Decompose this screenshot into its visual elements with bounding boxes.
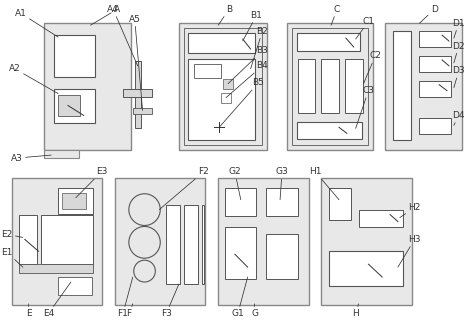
Bar: [385, 23, 461, 150]
Bar: [345, 59, 363, 114]
Text: F1: F1: [118, 277, 133, 318]
Text: F3: F3: [161, 284, 179, 318]
Bar: [419, 81, 451, 97]
Bar: [188, 33, 255, 53]
Text: G1: G1: [232, 277, 248, 318]
Bar: [266, 188, 298, 215]
Bar: [223, 79, 233, 89]
Bar: [321, 178, 412, 305]
Bar: [393, 31, 411, 140]
Bar: [188, 59, 255, 140]
Bar: [133, 109, 152, 115]
Text: A5: A5: [129, 15, 143, 111]
Bar: [45, 23, 131, 150]
Text: C3: C3: [356, 86, 374, 128]
Bar: [41, 214, 92, 264]
Text: A3: A3: [11, 153, 51, 163]
Bar: [123, 89, 152, 97]
Text: A4: A4: [107, 5, 138, 66]
Text: E4: E4: [43, 282, 71, 318]
Text: A1: A1: [15, 9, 58, 37]
Bar: [19, 264, 92, 273]
Bar: [287, 23, 373, 150]
Bar: [135, 61, 141, 128]
Text: C2: C2: [363, 51, 381, 84]
Text: H: H: [352, 304, 359, 318]
Bar: [58, 95, 80, 116]
Text: E3: E3: [76, 167, 107, 198]
Bar: [179, 23, 267, 150]
Text: G2: G2: [228, 167, 241, 200]
Text: B5: B5: [219, 78, 265, 127]
Bar: [194, 64, 221, 78]
Text: F2: F2: [159, 167, 209, 210]
Bar: [298, 59, 316, 114]
Text: C1: C1: [356, 17, 374, 39]
Bar: [419, 118, 451, 134]
Bar: [419, 56, 451, 72]
Bar: [62, 193, 86, 209]
Bar: [115, 178, 205, 305]
Text: D3: D3: [453, 66, 465, 88]
Bar: [58, 188, 93, 214]
Bar: [329, 251, 403, 286]
Text: H3: H3: [398, 235, 421, 267]
Text: H2: H2: [400, 203, 421, 217]
Bar: [292, 28, 369, 145]
Bar: [225, 188, 257, 215]
Bar: [329, 188, 351, 219]
Bar: [359, 210, 403, 227]
Bar: [221, 93, 231, 103]
Bar: [297, 33, 360, 51]
Text: D: D: [419, 5, 438, 23]
Bar: [225, 227, 257, 279]
Bar: [19, 214, 37, 264]
Bar: [12, 178, 102, 305]
Text: B: B: [218, 5, 232, 25]
Text: C: C: [331, 5, 340, 25]
Text: B3: B3: [228, 47, 268, 84]
Text: G3: G3: [276, 167, 288, 200]
Text: D4: D4: [453, 111, 465, 125]
Bar: [184, 28, 262, 145]
Text: A: A: [91, 5, 120, 25]
Bar: [218, 178, 309, 305]
Bar: [202, 205, 204, 284]
Bar: [54, 89, 96, 123]
Text: B2: B2: [250, 27, 268, 69]
Text: G: G: [251, 304, 258, 318]
Bar: [297, 122, 362, 139]
Bar: [419, 31, 451, 47]
Text: H1: H1: [309, 167, 339, 200]
Text: B4: B4: [226, 61, 268, 98]
Text: E2: E2: [1, 230, 23, 239]
Bar: [266, 234, 298, 279]
Bar: [45, 150, 79, 158]
Text: F: F: [126, 304, 133, 318]
Text: E1: E1: [1, 248, 23, 267]
Bar: [58, 277, 91, 295]
Text: D2: D2: [453, 42, 465, 63]
Bar: [321, 59, 339, 114]
Bar: [166, 205, 180, 284]
Text: D1: D1: [453, 19, 465, 38]
Bar: [184, 205, 197, 284]
Bar: [54, 35, 96, 77]
Text: B1: B1: [243, 11, 263, 41]
Text: A2: A2: [9, 64, 58, 94]
Text: E: E: [26, 304, 31, 318]
